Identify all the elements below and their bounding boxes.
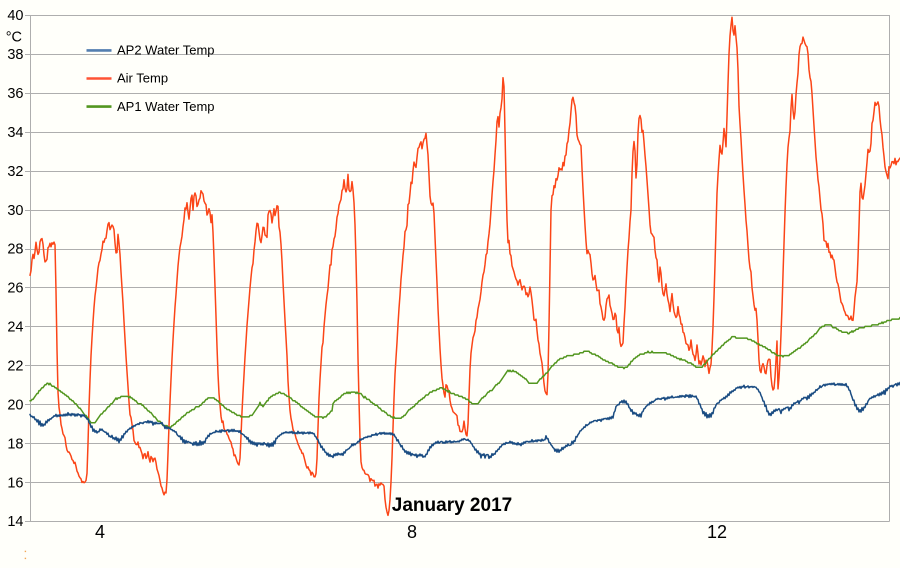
svg-text:16: 16 — [7, 475, 23, 491]
svg-text:Air Temp: Air Temp — [117, 71, 168, 86]
svg-text:26: 26 — [7, 281, 23, 297]
svg-text:January 2017: January 2017 — [392, 495, 512, 516]
svg-text:14: 14 — [7, 514, 23, 530]
svg-text:AP1 Water Temp: AP1 Water Temp — [117, 99, 215, 114]
svg-text:°C: °C — [6, 29, 22, 45]
svg-text:36: 36 — [7, 86, 23, 102]
svg-text:30: 30 — [7, 203, 23, 219]
svg-text:28: 28 — [7, 242, 23, 258]
svg-text:20: 20 — [7, 397, 23, 413]
svg-text:4: 4 — [95, 522, 105, 542]
svg-text:8: 8 — [407, 522, 417, 542]
svg-text:12: 12 — [707, 522, 727, 542]
svg-text:34: 34 — [7, 125, 23, 141]
svg-text:40: 40 — [7, 8, 23, 24]
svg-text:32: 32 — [7, 164, 23, 180]
svg-text:AP2 Water Temp: AP2 Water Temp — [117, 43, 215, 58]
svg-text:18: 18 — [7, 436, 23, 452]
svg-text:22: 22 — [7, 359, 23, 375]
svg-text:24: 24 — [7, 320, 23, 336]
svg-text:38: 38 — [7, 47, 23, 63]
